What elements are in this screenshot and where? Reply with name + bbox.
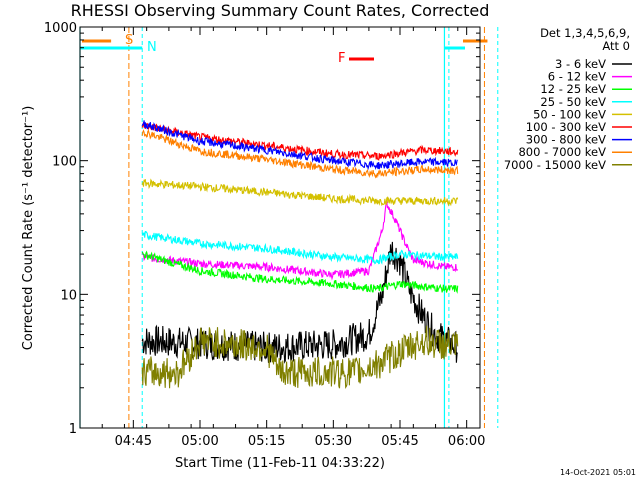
timestamp: 14-Oct-2021 05:01 (560, 468, 636, 477)
y-axis-label: Corrected Count Rate (s⁻¹ detector⁻¹) (21, 106, 36, 351)
y-ticks: 1 10 100 1000 (44, 21, 480, 437)
chart-title: RHESSI Observing Summary Count Rates, Co… (71, 1, 490, 20)
series-line (141, 325, 459, 389)
legend-entry-label: 300 - 800 keV (526, 133, 606, 147)
y-tick-label: 1000 (44, 21, 77, 36)
flare-label: F (338, 51, 345, 66)
saa-label: S (125, 33, 133, 48)
legend-entry-label: 50 - 100 keV (533, 107, 606, 121)
series-line (141, 250, 459, 294)
series-line (141, 129, 459, 179)
y-tick-label: 1 (69, 422, 77, 437)
event-markers: S N F (79, 27, 499, 428)
legend-entry-label: 6 - 12 keV (548, 70, 606, 84)
y-tick-label: 10 (60, 288, 77, 303)
legend-entry-label: 7000 - 15000 keV (504, 158, 606, 172)
legend-entry-label: 100 - 300 keV (526, 120, 606, 134)
y-tick-label: 100 (52, 155, 77, 170)
legend-attenuator: Att 0 (602, 39, 630, 53)
x-tick-label: 05:30 (315, 434, 352, 449)
series-line (141, 231, 459, 265)
legend-detectors: Det 1,3,4,5,6,9, (540, 26, 630, 40)
series-line (141, 122, 459, 161)
series-line (141, 120, 458, 171)
series-lines (141, 120, 459, 389)
x-tick-label: 05:15 (248, 434, 285, 449)
x-tick-label: 06:00 (448, 434, 485, 449)
legend-entry-label: 800 - 7000 keV (518, 145, 606, 159)
x-axis-label: Start Time (11-Feb-11 04:33:22) (175, 456, 385, 471)
x-tick-label: 05:00 (181, 434, 218, 449)
legend-entry-label: 12 - 25 keV (540, 82, 606, 96)
x-ticks: 04:45 05:00 05:15 05:30 05:45 06:00 (79, 27, 485, 449)
series-line (141, 200, 459, 281)
series-line (141, 178, 459, 207)
x-tick-label: 04:45 (115, 434, 152, 449)
night-label: N (147, 40, 157, 55)
x-tick-label: 05:45 (381, 434, 418, 449)
legend-entry-label: 3 - 6 keV (555, 57, 606, 71)
legend-entry-label: 25 - 50 keV (540, 95, 606, 109)
